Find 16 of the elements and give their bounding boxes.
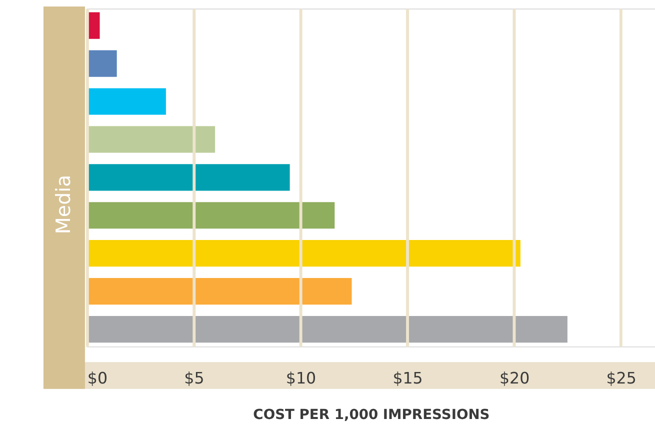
x-tick-label: $5: [184, 368, 204, 388]
bar: [86, 316, 568, 343]
bar: [86, 50, 117, 77]
x-tick-label: $25: [606, 368, 636, 388]
bar: [86, 202, 335, 229]
x-axis-title: COST PER 1,000 IMPRESSIONS: [253, 406, 490, 423]
bar: [86, 88, 166, 115]
x-tick-label: $0: [87, 368, 108, 388]
bar: [86, 164, 290, 191]
x-tick-label: $10: [286, 368, 316, 388]
bar: [86, 278, 352, 305]
y-axis-title: Media: [52, 174, 76, 234]
x-tick-label: $20: [499, 368, 530, 388]
x-tick-label: $15: [392, 368, 423, 388]
bar: [86, 240, 520, 267]
bar: [86, 126, 216, 153]
